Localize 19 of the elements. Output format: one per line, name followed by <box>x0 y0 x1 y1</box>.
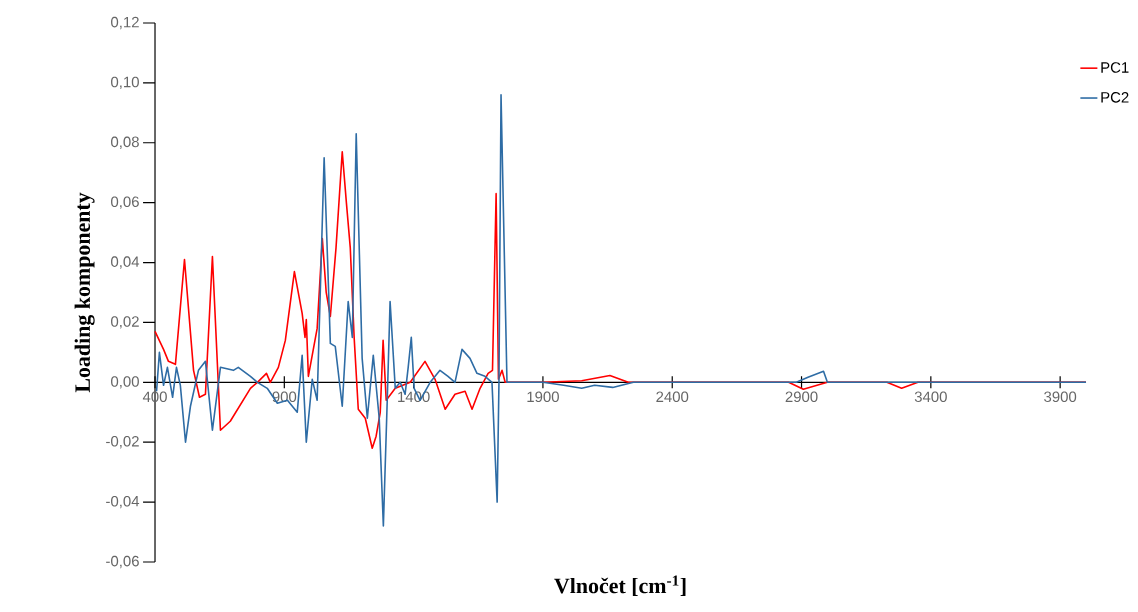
legend-label: PC2 <box>1101 92 1129 103</box>
x-tick-label: 3900 <box>1044 391 1077 403</box>
x-tick-label: 2900 <box>785 391 818 403</box>
y-tick-label: 0,06 <box>111 196 139 209</box>
x-tick-label: 1900 <box>527 391 559 403</box>
y-tick-label: 0,00 <box>111 376 139 389</box>
x-tick-label: 2400 <box>656 391 689 403</box>
y-tick-label: 0,02 <box>111 316 139 329</box>
y-axis-title: Loading komponenty <box>74 192 95 393</box>
legend-label: PC1 <box>1101 62 1129 73</box>
y-tick-label: 0,08 <box>111 136 139 149</box>
y-tick-label: 0,04 <box>111 256 140 269</box>
y-tick-label: -0,02 <box>106 436 139 449</box>
y-tick-label: 0,12 <box>111 16 139 30</box>
y-tick-label: -0,04 <box>106 495 140 509</box>
x-tick-label: 3400 <box>914 391 947 403</box>
x-axis-title: Vlnočet [cm$^{-1}$] <box>554 575 686 597</box>
y-tick-label: 0,10 <box>111 76 139 90</box>
y-tick-label: -0,06 <box>106 555 139 569</box>
